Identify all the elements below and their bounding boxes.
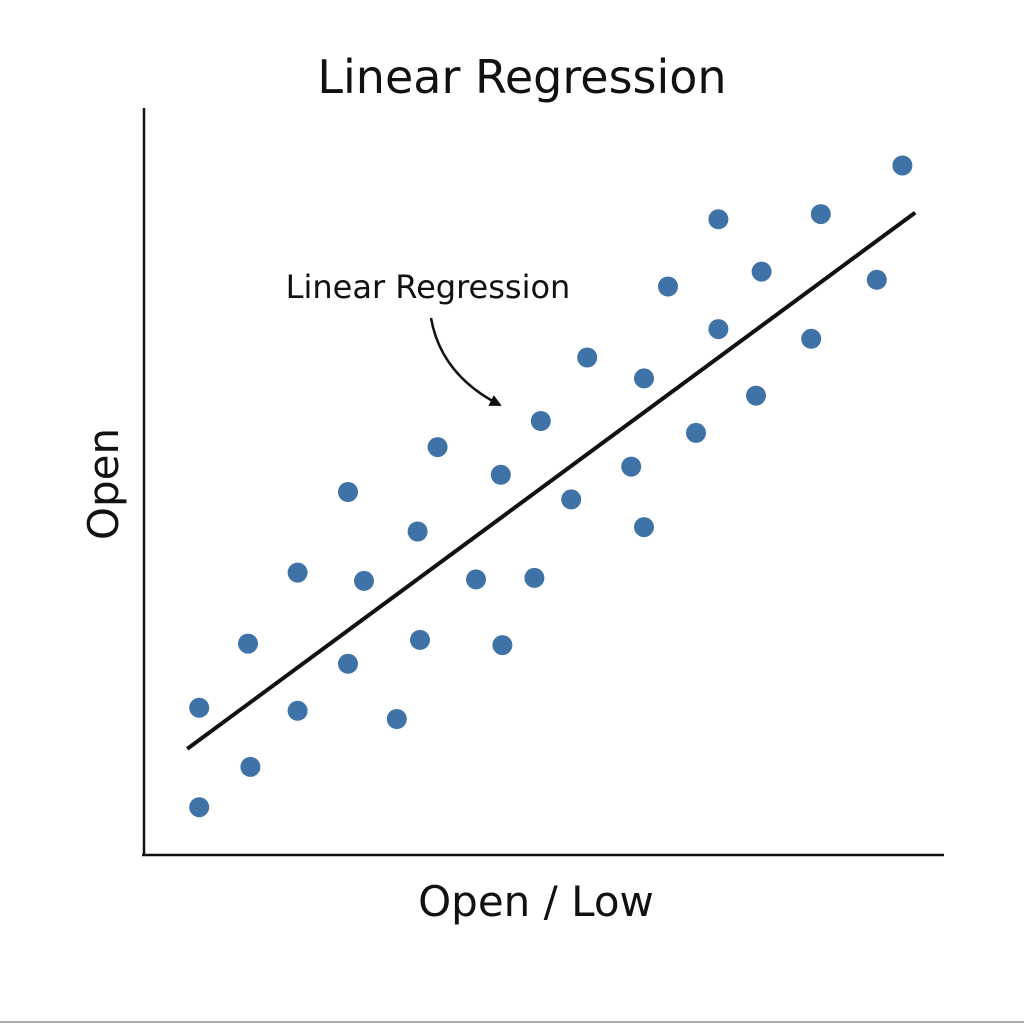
data-points bbox=[189, 155, 913, 818]
data-point-3 bbox=[240, 756, 261, 777]
data-point-7 bbox=[338, 653, 358, 674]
data-point-31 bbox=[810, 204, 831, 225]
annotation-arrow bbox=[429, 317, 502, 407]
data-point-25 bbox=[686, 422, 706, 443]
data-point-11 bbox=[410, 629, 430, 650]
data-point-23 bbox=[634, 368, 654, 389]
y-axis-label: Open bbox=[79, 428, 128, 540]
data-point-30 bbox=[801, 328, 822, 349]
data-point-33 bbox=[892, 155, 913, 176]
data-point-28 bbox=[746, 385, 766, 406]
data-point-8 bbox=[338, 482, 358, 502]
data-point-15 bbox=[490, 464, 511, 485]
data-point-21 bbox=[621, 456, 642, 477]
data-point-27 bbox=[708, 209, 729, 230]
data-point-16 bbox=[492, 635, 513, 656]
data-point-29 bbox=[751, 261, 772, 282]
data-point-32 bbox=[866, 269, 887, 290]
chart-title: Linear Regression bbox=[317, 50, 726, 104]
x-axis-label: Open / Low bbox=[418, 877, 654, 926]
data-point-24 bbox=[658, 276, 678, 297]
data-point-9 bbox=[354, 570, 374, 591]
data-point-26 bbox=[708, 319, 729, 340]
data-point-14 bbox=[466, 569, 486, 590]
data-point-5 bbox=[287, 700, 308, 721]
data-point-18 bbox=[530, 411, 551, 431]
data-point-17 bbox=[524, 567, 545, 588]
data-point-22 bbox=[634, 517, 654, 538]
data-point-20 bbox=[577, 347, 598, 368]
regression-line bbox=[186, 210, 917, 751]
data-point-4 bbox=[238, 633, 258, 654]
data-point-2 bbox=[189, 697, 210, 718]
annotation-label: Linear Regression bbox=[286, 268, 571, 306]
data-point-12 bbox=[407, 521, 428, 542]
data-point-6 bbox=[287, 562, 308, 583]
data-point-13 bbox=[427, 437, 448, 458]
data-point-1 bbox=[189, 797, 210, 818]
data-point-10 bbox=[386, 709, 407, 729]
data-point-19 bbox=[561, 489, 582, 510]
